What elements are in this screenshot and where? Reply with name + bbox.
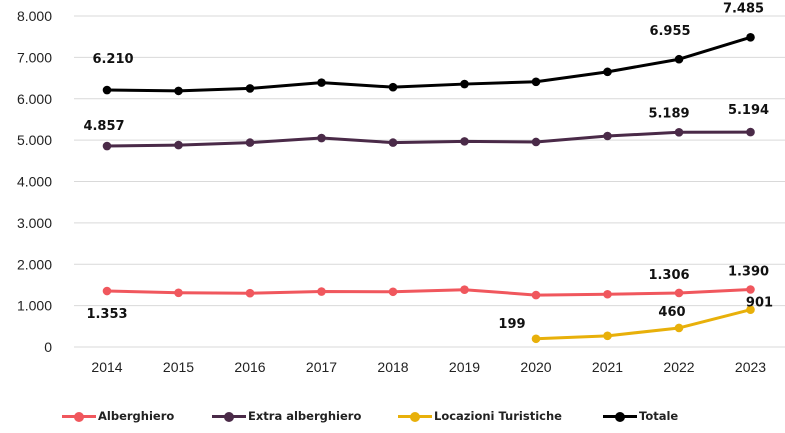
x-tick-label: 2022	[663, 359, 694, 375]
series-line-locazioni-turistiche	[534, 308, 752, 341]
data-point-extra-alberghiero	[674, 128, 684, 137]
legend-item-locazioni-turistiche: Locazioni Turistiche	[398, 406, 562, 426]
data-point-alberghiero	[102, 286, 112, 296]
legend-item-alberghiero: Alberghiero	[62, 406, 174, 426]
y-tick-label: 4.000	[17, 174, 52, 190]
y-tick-label: 0	[44, 339, 52, 355]
data-point-locazioni-turistiche	[531, 334, 541, 344]
data-point-extra-alberghiero	[746, 127, 755, 137]
legend-label-locazioni-turistiche: Locazioni Turistiche	[434, 409, 562, 423]
data-label-alberghiero: 1.390	[728, 264, 769, 279]
data-point-alberghiero	[388, 287, 398, 297]
data-point-extra-alberghiero	[102, 141, 112, 151]
data-point-locazioni-turistiche	[746, 305, 755, 315]
data-point-totale	[531, 77, 541, 87]
y-tick-label: 8.000	[17, 8, 52, 24]
data-label-alberghiero: 1.353	[86, 307, 127, 322]
x-tick-label: 2015	[163, 359, 194, 375]
data-point-totale	[674, 54, 684, 64]
data-point-alberghiero	[460, 285, 469, 294]
data-point-totale	[746, 33, 755, 42]
data-point-alberghiero	[531, 290, 541, 300]
data-point-extra-alberghiero	[317, 133, 326, 143]
legend-label-totale: Totale	[639, 409, 679, 423]
data-point-extra-alberghiero	[603, 131, 612, 141]
data-label-totale: 6.210	[92, 52, 133, 67]
x-tick-label: 2014	[91, 359, 122, 375]
legend-swatch-locazioni-turistiche	[398, 410, 432, 422]
data-label-totale: 6.955	[649, 24, 690, 39]
data-point-totale	[174, 86, 183, 96]
data-point-totale	[317, 78, 326, 87]
data-point-totale	[460, 79, 469, 89]
data-point-totale	[245, 84, 255, 93]
x-tick-label: 2019	[449, 359, 480, 375]
series-line-totale	[105, 35, 752, 93]
data-label-totale: 7.485	[723, 1, 764, 16]
data-point-alberghiero	[174, 288, 183, 298]
data-point-extra-alberghiero	[174, 140, 183, 150]
y-tick-label: 1.000	[17, 298, 52, 314]
legend: Alberghiero Extra alberghiero Locazioni …	[0, 406, 785, 426]
legend-item-extra-alberghiero: Extra alberghiero	[212, 406, 361, 426]
y-tick-label: 3.000	[17, 215, 52, 231]
legend-swatch-extra-alberghiero	[212, 410, 246, 422]
y-tick-label: 2.000	[17, 256, 52, 272]
data-point-locazioni-turistiche	[603, 331, 612, 341]
legend-label-extra-alberghiero: Extra alberghiero	[248, 409, 362, 423]
data-point-extra-alberghiero	[388, 138, 398, 147]
data-point-alberghiero	[603, 289, 612, 299]
x-tick-label: 2020	[520, 359, 551, 375]
legend-label-alberghiero: Alberghiero	[98, 409, 175, 423]
data-point-extra-alberghiero	[460, 137, 469, 146]
data-point-totale	[102, 85, 112, 95]
data-point-totale	[388, 82, 398, 92]
y-tick-label: 7.000	[17, 49, 52, 65]
legend-swatch-alberghiero	[62, 410, 96, 422]
data-point-locazioni-turistiche	[674, 323, 684, 333]
x-tick-label: 2021	[592, 359, 623, 375]
data-point-extra-alberghiero	[245, 138, 255, 147]
x-tick-label: 2023	[735, 359, 766, 375]
data-label-locazioni-turistiche: 901	[746, 296, 773, 311]
x-tick-label: 2017	[306, 359, 337, 375]
data-label-extra-alberghiero: 5.189	[648, 106, 689, 121]
data-label-extra-alberghiero: 4.857	[83, 119, 124, 134]
legend-swatch-totale	[603, 410, 637, 422]
series-line-alberghiero	[105, 287, 752, 297]
y-tick-label: 5.000	[17, 132, 52, 148]
data-label-extra-alberghiero: 5.194	[728, 103, 769, 118]
y-tick-label: 6.000	[17, 91, 52, 107]
data-label-locazioni-turistiche: 199	[498, 317, 525, 332]
x-tick-label: 2016	[234, 359, 265, 375]
data-label-alberghiero: 1.306	[648, 268, 689, 283]
data-point-totale	[603, 67, 612, 77]
legend-item-totale: Totale	[603, 406, 678, 426]
data-point-alberghiero	[317, 287, 326, 296]
data-point-alberghiero	[674, 288, 684, 298]
data-label-locazioni-turistiche: 460	[658, 305, 685, 320]
x-tick-label: 2018	[377, 359, 408, 375]
series-line-extra-alberghiero	[105, 130, 752, 148]
data-point-alberghiero	[245, 288, 255, 298]
data-point-alberghiero	[746, 285, 755, 294]
data-point-extra-alberghiero	[531, 137, 541, 147]
